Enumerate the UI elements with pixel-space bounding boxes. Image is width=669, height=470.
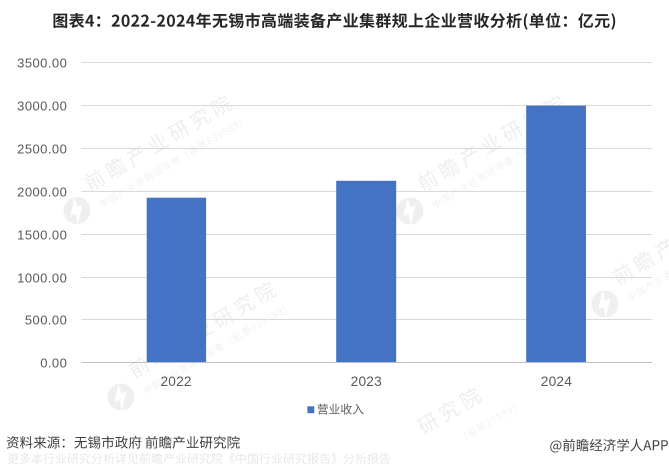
svg-text:1000.00: 1000.00: [17, 271, 67, 286]
svg-text:0.00: 0.00: [40, 356, 67, 371]
svg-text:2024: 2024: [541, 374, 572, 389]
svg-text:2000.00: 2000.00: [17, 185, 67, 200]
svg-text:3000.00: 3000.00: [17, 99, 67, 114]
svg-text:500.00: 500.00: [25, 313, 67, 328]
svg-text:2500.00: 2500.00: [17, 142, 67, 157]
svg-text:2023: 2023: [351, 374, 382, 389]
svg-text:2022: 2022: [160, 374, 191, 389]
svg-text:3500.00: 3500.00: [17, 56, 67, 71]
svg-text:1500.00: 1500.00: [17, 228, 67, 243]
